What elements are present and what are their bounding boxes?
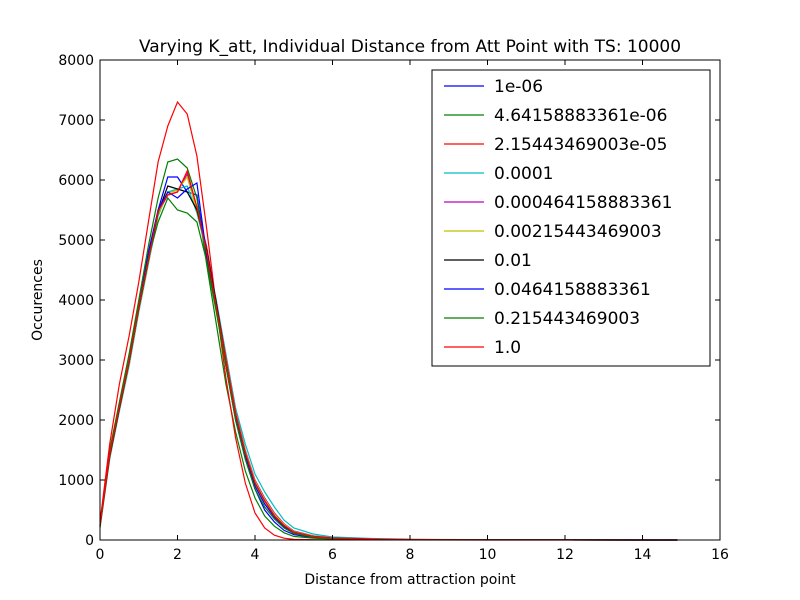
plot-lines — [99, 100, 678, 541]
x-tick-label: 6 — [328, 547, 337, 563]
legend: 1e-06 4.64158883361e-06 2.15443469003e-05 0… — [431, 69, 711, 367]
series-line-9 — [99, 169, 678, 541]
x-tick-label: 4 — [251, 547, 260, 563]
legend-label-2: 2.15443469003e-05 — [494, 135, 667, 155]
axis-ticks: 0 2 4 6 8 10 12 14 16 0 1000 2000 3000 4000 5000 6000 70… — [58, 53, 729, 563]
legend-box — [431, 69, 711, 367]
x-tick-label: 2 — [173, 547, 182, 563]
y-tick-label: 2000 — [58, 413, 94, 429]
x-tick-label: 12 — [556, 547, 574, 563]
y-tick-label: 4000 — [58, 293, 94, 309]
legend-label-5: 0.00215443469003 — [494, 222, 662, 242]
y-tick-label: 6000 — [58, 173, 94, 189]
x-axis-label: Distance from attraction point — [304, 572, 516, 588]
legend-label-9: 1.0 — [494, 338, 521, 358]
x-tick-label: 16 — [711, 547, 729, 563]
chart-title: Varying K_att, Individual Distance from … — [139, 37, 681, 57]
x-tick-label: 10 — [479, 547, 497, 563]
y-tick-label: 5000 — [58, 233, 94, 249]
legend-label-1: 4.64158883361e-06 — [494, 106, 667, 126]
x-tick-label: 14 — [634, 547, 652, 563]
y-axis-label: Occurences — [30, 259, 46, 341]
legend-label-3: 0.0001 — [494, 164, 553, 184]
legend-label-6: 0.01 — [494, 251, 532, 271]
y-tick-label: 7000 — [58, 113, 94, 129]
legend-label-8: 0.215443469003 — [494, 309, 640, 329]
x-tick-label: 8 — [406, 547, 415, 563]
y-tick-label: 1000 — [58, 473, 94, 489]
legend-label-4: 0.000464158883361 — [494, 193, 672, 213]
x-tick-label: 0 — [96, 547, 105, 563]
y-tick-label: 8000 — [58, 53, 94, 69]
legend-label-0: 1e-06 — [494, 77, 543, 97]
legend-label-7: 0.0464158883361 — [494, 280, 651, 300]
y-tick-label: 3000 — [58, 353, 94, 369]
y-tick-label: 0 — [85, 533, 94, 549]
